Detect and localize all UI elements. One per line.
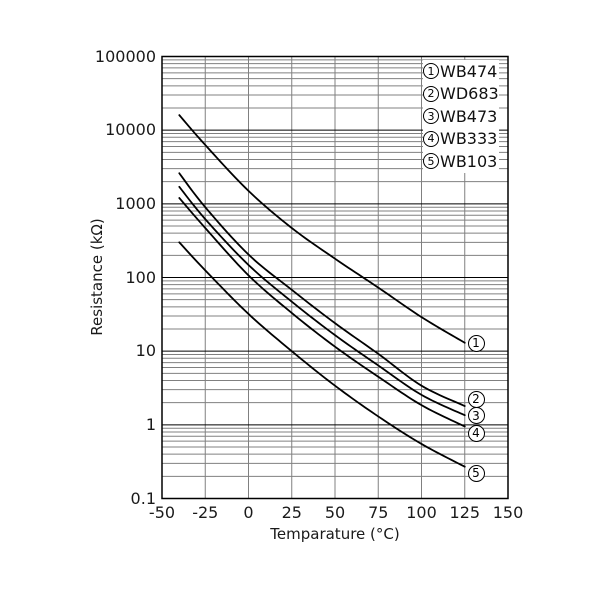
plot-frame [161, 55, 509, 500]
curve-end-number: 5 [472, 466, 480, 481]
legend-item-label: WD683 [440, 84, 499, 104]
x-tick-label: 0 [243, 503, 254, 522]
circled-number-icon: 4 [423, 130, 439, 147]
legend-item: 4 WB333 [423, 128, 499, 151]
legend-item-label: WB333 [440, 129, 498, 149]
x-tick-label: -25 [192, 503, 219, 522]
curve-WB333 [178, 197, 466, 428]
legend-item: 1 WB474 [423, 60, 499, 83]
y-tick-label: 0.1 [130, 488, 156, 508]
legend-item-label: WB473 [440, 106, 498, 126]
curve-WB474 [178, 114, 466, 344]
y-axis-title: Resistance (kΩ) [88, 218, 106, 336]
x-tick-label: 50 [324, 503, 346, 522]
y-tick-label: 1000 [115, 193, 156, 213]
legend-item-label: WB474 [440, 61, 498, 81]
y-tick-label: 100000 [94, 46, 156, 66]
circled-number-icon: 5 [423, 153, 439, 170]
x-tick-label: 125 [449, 503, 481, 522]
y-tick-label: 1 [145, 414, 156, 434]
curve-WB103 [178, 241, 466, 468]
y-tick-label: 10 [135, 341, 156, 361]
y-tick-label: 10000 [105, 120, 156, 140]
y-tick-label: 100 [125, 267, 156, 287]
x-tick-label: 100 [406, 503, 437, 522]
legend-item: 2 WD683 [423, 83, 499, 106]
curve-end-number: 4 [472, 426, 480, 441]
curve-end-label-1: 1 [467, 334, 485, 352]
x-axis-title: Temparature (°C) [270, 525, 400, 543]
legend-item: 3 WB473 [423, 105, 499, 128]
legend-item: 5 WB103 [423, 150, 499, 173]
curves [178, 114, 466, 468]
legend-item-label: WB103 [440, 151, 498, 171]
curve-end-number: 1 [472, 336, 480, 350]
circled-number-icon: 2 [423, 85, 439, 102]
x-tick-label: 150 [492, 503, 524, 522]
x-tick-label: -50 [148, 503, 176, 522]
curve-end-label-2: 2 [467, 390, 485, 408]
curve-WB473 [178, 185, 466, 417]
curve-end-label-5: 5 [467, 464, 485, 482]
curve-end-number: 2 [472, 392, 480, 407]
circled-number-icon: 1 [423, 63, 439, 80]
x-tick-label: 25 [281, 503, 302, 522]
curve-end-label-3: 3 [467, 407, 485, 425]
curve-end-label-4: 4 [467, 424, 485, 442]
curve-WD683 [178, 172, 466, 407]
legend: 1 WB474 2 WD683 3 WB473 4 WB333 5 WB103 [423, 60, 499, 173]
circled-number-icon: 3 [423, 108, 439, 125]
curve-end-number: 3 [472, 408, 480, 423]
x-tick-label: 75 [368, 503, 389, 522]
